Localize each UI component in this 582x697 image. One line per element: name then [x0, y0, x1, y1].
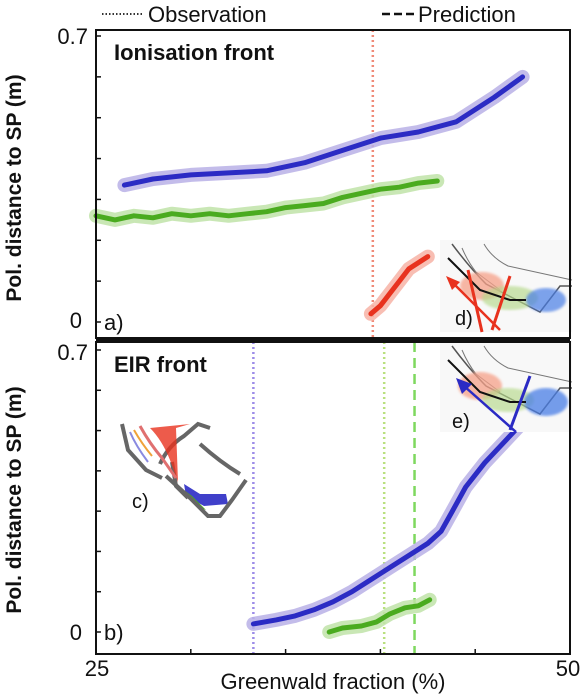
axis-ticks — [95, 35, 571, 654]
inset-c-label: c) — [132, 491, 149, 513]
panel-a-ylabel: Pol. distance to SP (m) — [3, 74, 26, 301]
inset-d-diagram: d) — [440, 240, 573, 333]
xtick-50: 50 — [556, 656, 580, 681]
panel-a-band-blue — [117, 69, 530, 193]
xtick-25: 25 — [85, 656, 109, 681]
inset-e-label: e) — [452, 411, 470, 433]
panel-a-letter: a) — [104, 310, 124, 335]
inset-d-label: d) — [455, 308, 473, 330]
inset-d-arrow-icon — [451, 281, 501, 331]
panel-a-title: Ionisation front — [114, 40, 275, 65]
panel-b-letter: b) — [104, 620, 124, 645]
panel-b: EIR front b) 0.7 0 Pol. distance to SP (… — [3, 340, 573, 654]
panel-a-series — [89, 69, 530, 321]
panel-a-ytick-bottom: 0 — [70, 308, 82, 333]
panel-a-line-blue — [121, 74, 526, 188]
x-axis-label: Greenwald fraction (%) — [221, 669, 446, 694]
legend-observation-label: Observation — [148, 2, 267, 27]
panel-b-series — [246, 419, 526, 639]
legend: Observation Prediction — [102, 2, 516, 27]
panel-b-ylabel: Pol. distance to SP (m) — [3, 386, 26, 613]
panel-b-title: EIR front — [114, 352, 208, 377]
panel-a: Ionisation front a) 0.7 0 Pol. distance … — [3, 24, 573, 338]
legend-prediction-label: Prediction — [418, 2, 516, 27]
panel-b-ytick-top: 0.7 — [57, 340, 88, 365]
inset-c-diagram: c) — [120, 421, 248, 518]
panel-a-line-green — [93, 178, 440, 223]
panel-a-line-red — [368, 254, 431, 317]
panel-b-ytick-bottom: 0 — [70, 620, 82, 645]
inset-e-diagram: e) — [440, 340, 573, 433]
inset-e-arrow-icon — [463, 385, 517, 433]
panel-a-ytick-top: 0.7 — [57, 24, 88, 49]
axes-frame — [95, 29, 571, 655]
panel-b-line-blue — [250, 424, 522, 627]
panel-b-band-blue — [246, 419, 526, 631]
panel-b-line-green — [326, 597, 433, 635]
